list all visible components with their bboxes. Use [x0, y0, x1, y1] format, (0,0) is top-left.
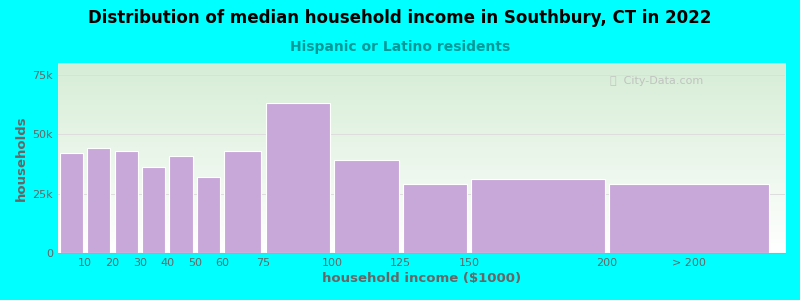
Bar — [60, 153, 83, 253]
Bar — [266, 103, 330, 253]
Bar — [224, 151, 262, 253]
X-axis label: household income ($1000): household income ($1000) — [322, 272, 521, 285]
Bar — [197, 177, 220, 253]
Y-axis label: households: households — [15, 115, 28, 201]
Bar — [142, 167, 166, 253]
Bar — [114, 151, 138, 253]
Text: Hispanic or Latino residents: Hispanic or Latino residents — [290, 40, 510, 55]
Bar — [471, 179, 605, 253]
Bar — [402, 184, 467, 253]
Text: ⓘ  City-Data.com: ⓘ City-Data.com — [610, 76, 704, 86]
Bar — [609, 184, 770, 253]
Bar — [87, 148, 110, 253]
Text: Distribution of median household income in Southbury, CT in 2022: Distribution of median household income … — [88, 9, 712, 27]
Bar — [334, 160, 398, 253]
Bar — [170, 156, 193, 253]
